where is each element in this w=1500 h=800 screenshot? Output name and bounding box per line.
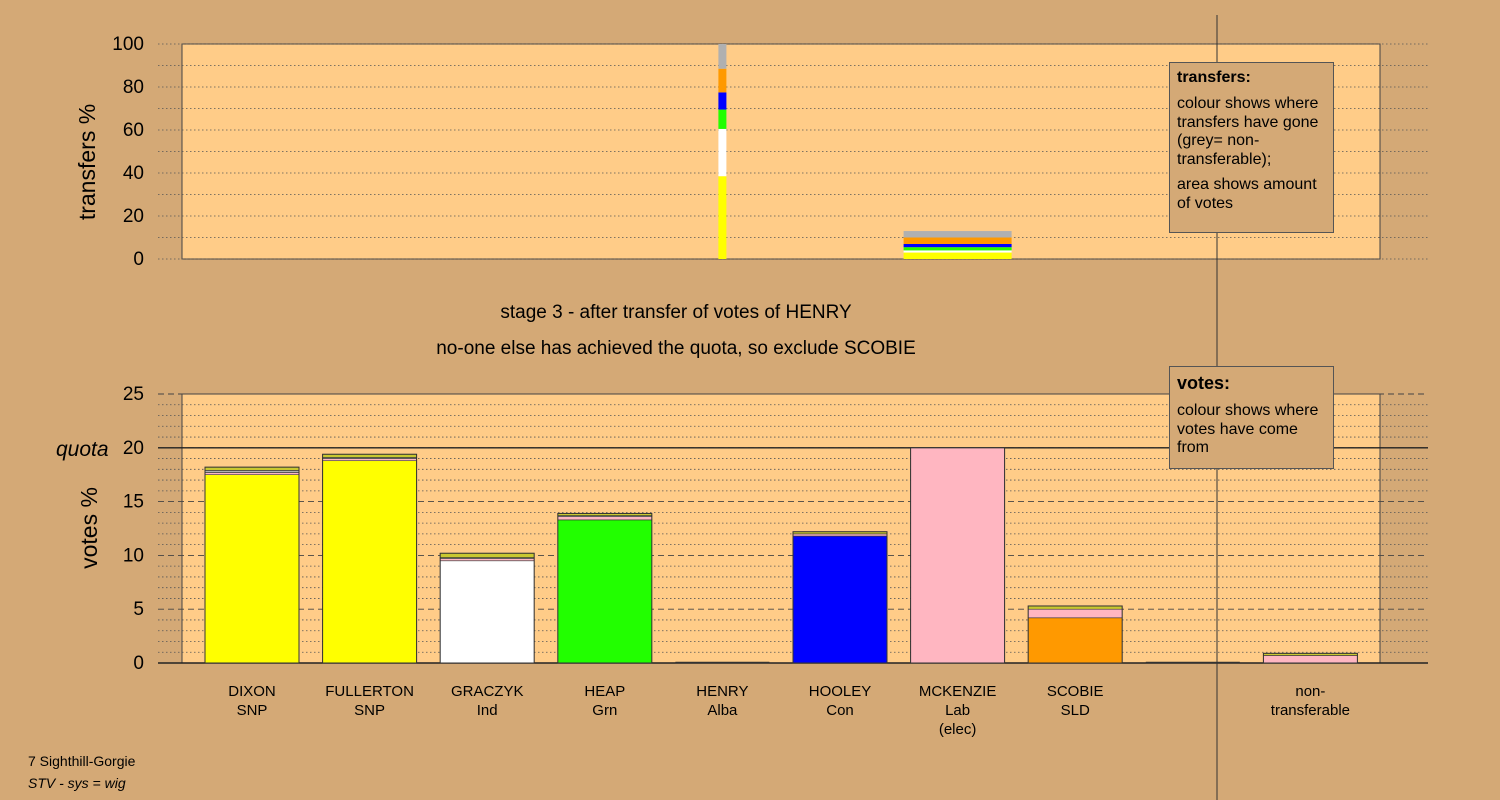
category-label: GRACZYK [451, 683, 524, 700]
transfer-bar-segment [903, 252, 1012, 259]
transfer-bar-segment [718, 128, 727, 177]
vote-bar-outline [792, 531, 888, 664]
category-label: SNP [354, 702, 385, 719]
vote-bar-outline [439, 552, 535, 664]
system-label: STV - sys = wig [28, 775, 126, 791]
transfers-legend-text-1: colour shows where transfers have gone (… [1177, 95, 1319, 168]
votes-tick-label: 20 [123, 438, 144, 459]
category-label: Con [826, 702, 854, 719]
vote-bar-outline [1027, 605, 1123, 664]
quota-label: quota [56, 438, 109, 461]
transfers-tick-label: 20 [123, 206, 144, 227]
category-label: Lab [945, 702, 970, 719]
category-label: HOOLEY [809, 683, 872, 700]
vote-bar-segment [204, 470, 300, 473]
category-label: transferable [1271, 702, 1350, 719]
vote-bar-segment [204, 472, 300, 476]
transfer-bar-segment [903, 250, 1012, 253]
votes-tick-label: 5 [133, 599, 144, 620]
votes-tick-label: 15 [123, 492, 144, 513]
vote-bar-segment [204, 474, 300, 664]
category-label: SNP [237, 702, 268, 719]
transfer-bar-segment [718, 109, 727, 129]
vote-bar-outline [557, 512, 653, 664]
vote-bar-segment [439, 558, 535, 562]
vote-bar-segment [792, 535, 888, 664]
stage-subtitle: no-one else has achieved the quota, so e… [436, 338, 916, 359]
transfers-tick-label: 60 [123, 120, 144, 141]
transfer-bar-segment [903, 243, 1012, 248]
votes-tick-label: 0 [133, 653, 144, 674]
category-label: Ind [477, 702, 498, 719]
transfer-bar-segment [903, 247, 1012, 251]
vote-bar-segment [1263, 655, 1358, 664]
vote-bar-segment [792, 533, 888, 537]
transfers-legend-text-2: area shows amount of votes [1177, 176, 1317, 212]
vote-bar-segment [322, 458, 417, 462]
vote-bar-outline [204, 466, 300, 664]
transfers-tick-label: 100 [112, 34, 144, 55]
category-label: (elec) [939, 721, 977, 738]
category-label: MCKENZIE [919, 683, 997, 700]
vote-bar-segment [910, 447, 1005, 664]
vote-bar-segment [322, 460, 417, 664]
transfers-tick-label: 40 [123, 163, 144, 184]
transfers-axis-label: transfers % [74, 104, 100, 220]
votes-tick-label: 25 [123, 384, 144, 405]
transfer-bar-segment [718, 92, 727, 110]
vote-bar-outline [322, 453, 418, 664]
vote-bar-segment [439, 552, 535, 558]
transfers-tick-label: 80 [123, 77, 144, 98]
vote-bar-segment [557, 519, 653, 664]
transfer-bar-segment [718, 44, 727, 69]
transfers-legend-title: transfers: [1177, 69, 1251, 86]
vote-bar-segment [1027, 608, 1123, 619]
transfers-tick-label: 0 [133, 249, 144, 270]
transfer-bar-segment [903, 237, 1012, 244]
category-label: SLD [1061, 702, 1090, 719]
ward-name: 7 Sighthill-Gorgie [28, 753, 136, 769]
votes-legend-text: colour shows where votes have come from [1177, 402, 1319, 456]
category-label: SCOBIE [1047, 683, 1104, 700]
category-label: Alba [707, 702, 738, 719]
vote-bar-segment [439, 560, 535, 664]
transfer-bar-segment [718, 68, 727, 93]
votes-axis-label: votes % [76, 487, 102, 569]
votes-legend-title: votes: [1177, 373, 1231, 393]
vote-bar-segment [557, 516, 653, 521]
category-label: Grn [592, 702, 617, 719]
transfer-bar-segment [718, 176, 727, 259]
votes-panel: 0 5 10 15 20 25 quota votes % DIXON SNP FULLERTON S… [56, 384, 1428, 738]
category-label: HENRY [696, 683, 748, 700]
vote-bar-outline [1262, 652, 1358, 664]
vote-bar-outline [910, 447, 1006, 664]
category-label: FULLERTON [325, 683, 414, 700]
votes-tick-label: 10 [123, 545, 144, 566]
transfer-bar-segment [903, 231, 1012, 238]
category-label: HEAP [584, 683, 625, 700]
category-label: DIXON [228, 683, 276, 700]
category-label: non- [1295, 683, 1325, 700]
vote-bar-segment [1027, 617, 1123, 664]
transfers-legend: transfers: colour shows where transfers … [1169, 62, 1334, 233]
votes-legend: votes: colour shows where votes have com… [1169, 366, 1334, 469]
stage-title: stage 3 - after transfer of votes of HEN… [500, 302, 852, 323]
